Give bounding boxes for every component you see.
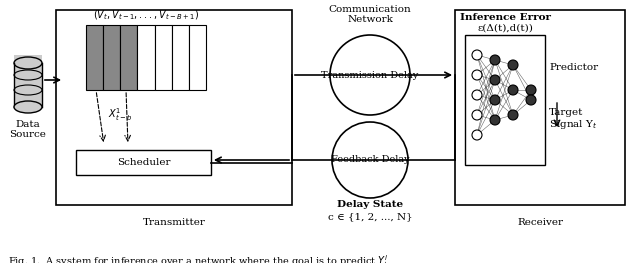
Circle shape xyxy=(526,85,536,95)
Circle shape xyxy=(526,95,536,105)
Text: $(V_t, V_{t-1}, ..., V_{t-B+1})$: $(V_t, V_{t-1}, ..., V_{t-B+1})$ xyxy=(93,8,199,22)
Text: Scheduler: Scheduler xyxy=(116,158,170,167)
Text: Transmitter: Transmitter xyxy=(143,218,205,227)
Bar xyxy=(103,25,120,90)
Text: $X^1_{t-b}$: $X^1_{t-b}$ xyxy=(108,107,132,123)
Text: ε(Δ(t),d(t)): ε(Δ(t),d(t)) xyxy=(477,24,533,33)
Circle shape xyxy=(330,35,410,115)
Bar xyxy=(138,25,155,90)
Text: Predictor: Predictor xyxy=(549,63,598,72)
Circle shape xyxy=(508,85,518,95)
Text: Data
Source: Data Source xyxy=(10,120,47,139)
Bar xyxy=(86,25,103,90)
Text: Receiver: Receiver xyxy=(517,218,563,227)
Text: Target
Signal Y$_t$: Target Signal Y$_t$ xyxy=(549,108,598,132)
Circle shape xyxy=(472,110,482,120)
Bar xyxy=(76,150,211,175)
Bar xyxy=(189,25,206,90)
Circle shape xyxy=(490,75,500,85)
Text: Delay State: Delay State xyxy=(337,200,403,209)
Circle shape xyxy=(472,90,482,100)
Circle shape xyxy=(332,122,408,198)
Bar xyxy=(155,25,172,90)
Bar xyxy=(14,55,42,107)
Ellipse shape xyxy=(14,101,42,113)
Circle shape xyxy=(472,70,482,80)
Bar xyxy=(56,10,292,205)
Ellipse shape xyxy=(14,57,42,69)
Circle shape xyxy=(490,95,500,105)
Circle shape xyxy=(508,110,518,120)
Circle shape xyxy=(490,55,500,65)
Bar xyxy=(120,25,138,90)
Bar xyxy=(465,35,545,165)
Text: Transmission Delay: Transmission Delay xyxy=(321,70,419,79)
Circle shape xyxy=(472,50,482,60)
Text: c ∈ {1, 2, ..., N}: c ∈ {1, 2, ..., N} xyxy=(328,212,412,221)
Circle shape xyxy=(508,60,518,70)
Text: Communication
Network: Communication Network xyxy=(328,5,412,24)
Bar xyxy=(455,10,625,205)
Circle shape xyxy=(490,115,500,125)
Text: Inference Error: Inference Error xyxy=(460,13,550,22)
Text: Feedback Delay: Feedback Delay xyxy=(331,155,410,164)
Circle shape xyxy=(472,130,482,140)
Text: Fig. 1.  A system for inference over a network where the goal is to predict $Y_t: Fig. 1. A system for inference over a ne… xyxy=(8,253,389,263)
Bar xyxy=(172,25,189,90)
